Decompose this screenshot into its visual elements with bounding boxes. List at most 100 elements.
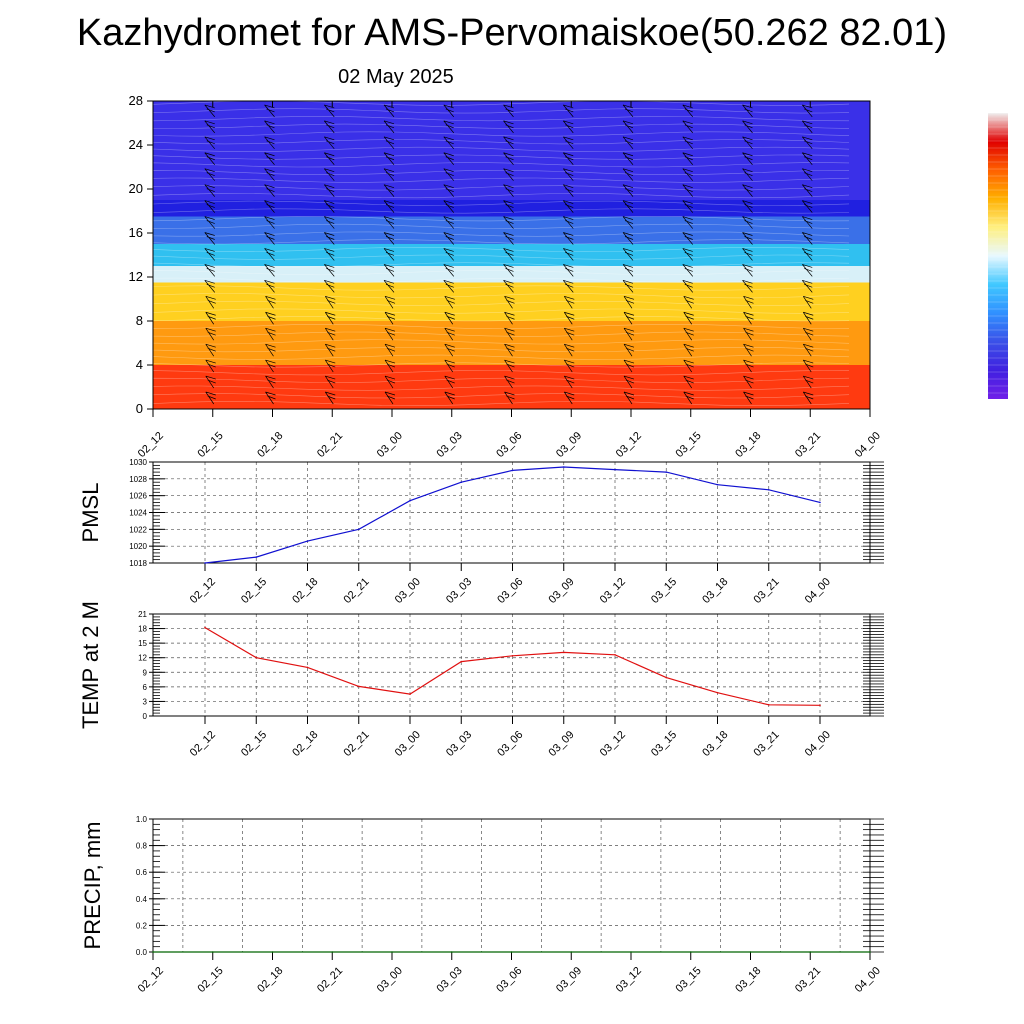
contour-line — [153, 362, 850, 368]
pmsl-point — [511, 469, 514, 472]
wind-barb — [683, 359, 694, 373]
wind-barb — [743, 375, 754, 389]
wind-barb — [264, 136, 275, 150]
precip-point — [630, 951, 632, 953]
wind-barb — [743, 343, 754, 357]
precip-x-tick-label: 03_15 — [674, 965, 704, 995]
wind-barb — [503, 280, 514, 293]
heat-band-5 — [153, 216, 870, 244]
wind-barb — [682, 104, 694, 118]
pmsl-point — [665, 471, 668, 473]
wind-barb — [801, 152, 813, 165]
wind-barb — [503, 216, 514, 229]
pmsl-x-tick-label: 03_09 — [547, 576, 577, 606]
temp-point — [409, 693, 411, 695]
temp-x-tick-label: 02_18 — [290, 729, 320, 759]
heat-x-tick-label: 03_03 — [435, 430, 465, 460]
precip-point — [211, 951, 214, 953]
temp-frame — [152, 613, 871, 717]
wind-barb — [264, 200, 275, 213]
heat-y-tick-label: 20 — [129, 181, 143, 196]
heat-y-tick-label: 16 — [129, 225, 143, 240]
wind-barb — [801, 104, 813, 118]
wind-barb — [444, 375, 455, 389]
contour-line — [153, 354, 850, 360]
wind-barb — [503, 120, 514, 134]
pmsl-frame — [152, 461, 871, 564]
wind-barb — [384, 343, 396, 357]
wind-barb — [323, 104, 335, 118]
pmsl-x-tick-label: 03_06 — [495, 576, 525, 606]
pmsl-point — [409, 499, 411, 502]
wind-barb — [683, 327, 694, 341]
wind-barb — [682, 248, 694, 261]
wind-barb — [443, 104, 455, 118]
wind-barb — [742, 280, 753, 293]
wind-barb — [204, 248, 216, 261]
temp-x-tick-label: 03_21 — [752, 729, 782, 759]
wind-barb — [323, 184, 335, 197]
temp-y-tick-label: 21 — [138, 610, 147, 619]
wind-barb — [323, 216, 335, 229]
pmsl-x-tick-label: 03_03 — [444, 576, 474, 606]
pmsl-x-tick-label: 03_21 — [752, 576, 782, 606]
heat-x-tick-label: 03_12 — [614, 430, 644, 460]
temp-x-tick-label: 03_03 — [444, 729, 474, 759]
wind-barb — [682, 184, 694, 197]
precip-point — [689, 951, 692, 953]
wind-barb — [265, 311, 276, 325]
wind-barb — [562, 200, 574, 213]
heat-x-tick-label: 03_06 — [494, 430, 524, 460]
temp-point — [562, 651, 565, 654]
precip-y-tick-label: 0.2 — [136, 921, 148, 930]
wind-barb — [622, 248, 634, 261]
heat-band-6 — [153, 200, 870, 217]
wind-barb — [204, 136, 216, 150]
pmsl-point — [460, 481, 463, 484]
pmsl-x-tick-label: 03_00 — [393, 576, 423, 606]
wind-barb — [265, 375, 276, 389]
pmsl-point — [767, 488, 770, 491]
pmsl-x-tick-label: 03_15 — [649, 576, 679, 606]
temp-x-tick-label: 03_12 — [598, 729, 628, 759]
wind-barb — [742, 104, 753, 118]
wind-barb — [323, 168, 335, 181]
pmsl-axis-title: PMSL — [78, 483, 103, 543]
pmsl-point — [819, 501, 821, 504]
wind-barb — [383, 216, 395, 229]
contour-line — [153, 239, 850, 245]
wind-barb — [802, 327, 814, 341]
wind-barb — [503, 264, 514, 277]
wind-barb — [443, 216, 455, 229]
wind-barb — [383, 168, 395, 181]
pmsl-y-tick-label: 1030 — [129, 458, 147, 467]
precip-y-tick-label: 0.8 — [136, 842, 148, 851]
temp-x-tick-label: 02_12 — [188, 729, 218, 759]
wind-barb — [562, 280, 574, 293]
temp-x-tick-label: 03_09 — [547, 729, 577, 759]
wind-barb — [683, 343, 694, 357]
wind-barb — [563, 295, 575, 309]
wind-barb — [802, 359, 814, 373]
temp-point — [460, 660, 463, 663]
precip-x-tick-label: 03_06 — [494, 965, 524, 995]
wind-barb — [562, 152, 574, 165]
wind-barb — [562, 136, 574, 150]
contour-line — [153, 347, 850, 353]
heat-x-tick-label: 03_09 — [554, 430, 584, 460]
wind-barb — [623, 327, 635, 341]
wind-barb — [323, 200, 335, 213]
wind-barb — [443, 136, 455, 150]
contour-line — [153, 323, 850, 330]
wind-barb — [504, 391, 515, 405]
precip-point — [510, 951, 513, 953]
precip-x-tick-label: 03_18 — [733, 965, 763, 995]
wind-barb — [623, 343, 635, 357]
wind-barb — [742, 120, 753, 134]
contour-line — [153, 169, 850, 176]
wind-barb — [205, 359, 216, 373]
temp-y-tick-label: 15 — [138, 639, 147, 648]
wind-barb — [563, 311, 575, 325]
wind-barb — [204, 200, 216, 213]
contour-line — [153, 131, 850, 137]
